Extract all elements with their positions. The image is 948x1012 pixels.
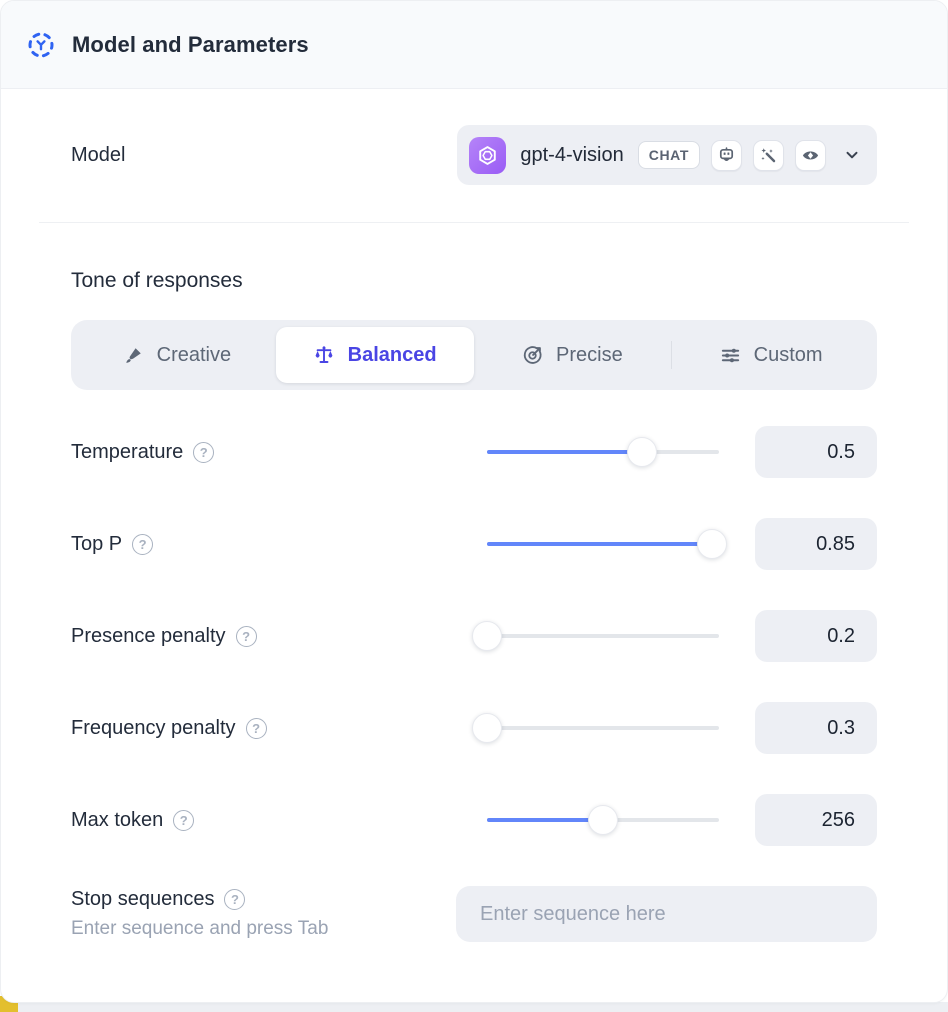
- stop-sequences-row: Stop sequences ? Enter sequence and pres…: [71, 886, 877, 1000]
- help-icon[interactable]: ?: [173, 809, 195, 831]
- tone-segmented-control: Creative Balanced: [71, 320, 877, 390]
- magic-wand-icon: [753, 139, 784, 171]
- stop-sequence-input[interactable]: [456, 886, 877, 942]
- tone-option-precise[interactable]: Precise: [474, 327, 672, 383]
- chat-bot-icon: [711, 139, 742, 171]
- temperature-value[interactable]: 0.5: [755, 426, 877, 478]
- tone-option-balanced[interactable]: Balanced: [275, 327, 474, 383]
- model-row: Model gpt-4-vision CHAT: [71, 125, 877, 185]
- param-label-text: Temperature: [71, 440, 184, 463]
- slider-fill: [487, 818, 603, 822]
- param-label-text: Max token: [71, 808, 164, 831]
- param-row-max-token: Max token ? 256: [71, 794, 877, 846]
- tone-option-label: Precise: [556, 343, 623, 366]
- help-icon[interactable]: ?: [132, 533, 154, 555]
- ai-dashed-circle-icon: [27, 31, 55, 59]
- chat-type-badge: CHAT: [637, 141, 700, 169]
- openai-logo-icon: [469, 136, 507, 174]
- max-token-value[interactable]: 256: [755, 794, 877, 846]
- presence-penalty-value[interactable]: 0.2: [755, 610, 877, 662]
- target-icon: [522, 345, 543, 366]
- page-background-strip: [0, 1002, 948, 1012]
- paintbrush-icon: [123, 345, 144, 366]
- tone-heading: Tone of responses: [71, 269, 243, 292]
- tone-option-label: Custom: [753, 343, 823, 366]
- slider-thumb[interactable]: [472, 621, 502, 651]
- slider-fill: [487, 450, 643, 454]
- param-label: Frequency penalty ?: [71, 717, 487, 740]
- help-icon[interactable]: ?: [193, 441, 215, 463]
- param-label-text: Frequency penalty: [71, 716, 236, 739]
- tone-option-label: Balanced: [347, 343, 437, 366]
- help-icon[interactable]: ?: [235, 625, 257, 647]
- stop-sequences-helper: Enter sequence and press Tab: [71, 918, 329, 939]
- vision-eye-icon: [795, 139, 826, 171]
- presence-penalty-slider[interactable]: [472, 621, 719, 651]
- param-row-presence-penalty: Presence penalty ? 0.2: [71, 610, 877, 662]
- top-p-value[interactable]: 0.85: [755, 518, 877, 570]
- stop-sequences-label: Stop sequences: [71, 888, 215, 910]
- tone-option-label: Creative: [156, 343, 232, 366]
- help-icon[interactable]: ?: [224, 889, 246, 910]
- slider-track[interactable]: [487, 726, 719, 730]
- param-label-text: Top P: [71, 532, 123, 555]
- max-token-slider[interactable]: [487, 805, 719, 835]
- temperature-slider[interactable]: [487, 437, 719, 467]
- slider-thumb[interactable]: [588, 805, 618, 835]
- param-label: Temperature ?: [71, 441, 487, 464]
- section-divider: [39, 222, 909, 223]
- model-label: Model: [71, 143, 126, 166]
- frequency-penalty-value[interactable]: 0.3: [755, 702, 877, 754]
- sliders-icon: [720, 345, 741, 366]
- param-row-temperature: Temperature ? 0.5: [71, 426, 877, 478]
- param-label-text: Presence penalty: [71, 624, 226, 647]
- stop-sequences-label-block: Stop sequences ? Enter sequence and pres…: [71, 888, 456, 940]
- segmented-divider: [671, 341, 673, 369]
- panel-title: Model and Parameters: [72, 31, 309, 57]
- slider-track[interactable]: [487, 634, 719, 638]
- model-select-dropdown[interactable]: gpt-4-vision CHAT: [457, 125, 877, 185]
- tone-option-creative[interactable]: Creative: [78, 327, 276, 383]
- selected-model-name: gpt-4-vision: [520, 143, 624, 166]
- panel-header: Model and Parameters: [1, 1, 947, 89]
- param-label: Presence penalty ?: [71, 625, 487, 648]
- param-label: Max token ?: [71, 809, 487, 832]
- tone-option-custom[interactable]: Custom: [672, 327, 870, 383]
- param-row-frequency-penalty: Frequency penalty ? 0.3: [71, 702, 877, 754]
- slider-thumb[interactable]: [697, 529, 728, 559]
- param-row-top-p: Top P ? 0.85: [71, 518, 877, 570]
- chevron-down-icon: [843, 146, 861, 164]
- frequency-penalty-slider[interactable]: [472, 713, 719, 743]
- top-p-slider[interactable]: [487, 529, 728, 559]
- balance-scale-icon: [313, 344, 335, 366]
- slider-thumb[interactable]: [472, 713, 502, 743]
- help-icon[interactable]: ?: [245, 717, 267, 739]
- param-label: Top P ?: [71, 533, 487, 556]
- slider-thumb[interactable]: [627, 437, 658, 467]
- slider-fill: [487, 542, 713, 546]
